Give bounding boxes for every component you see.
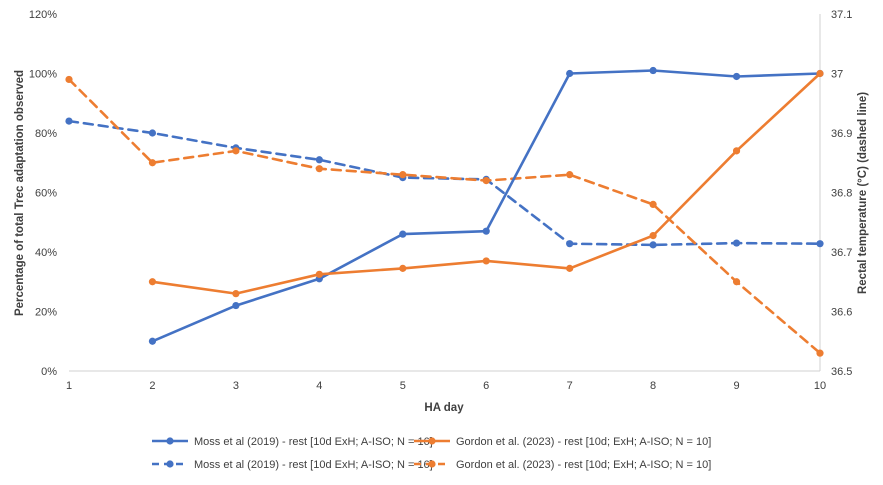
axes [69, 14, 821, 372]
x-tick-label: 4 [316, 380, 322, 392]
left-tick-label: 60% [35, 188, 57, 200]
x-tick-label: 7 [567, 380, 573, 392]
legend-swatch-marker [166, 460, 174, 468]
x-tick-label: 5 [400, 380, 406, 392]
legend-entry: Gordon et al. (2023) - rest [10d; ExH; A… [414, 436, 711, 448]
data-point [566, 240, 574, 248]
solid-series-1 [148, 69, 824, 298]
dashed-series-2 [65, 117, 824, 249]
data-point [65, 75, 73, 84]
data-point [732, 278, 741, 286]
x-tick-label: 2 [149, 380, 155, 392]
series-layer [65, 66, 824, 357]
data-point [816, 349, 824, 357]
x-axis-title: HA day [424, 402, 464, 414]
series-line [151, 69, 822, 343]
data-point [399, 230, 407, 238]
legend-entry: Moss et al (2019) - rest [10d ExH; A-ISO… [152, 459, 433, 471]
left-tick-label: 40% [35, 247, 57, 259]
legend-swatch-marker [428, 460, 436, 468]
series-line [67, 78, 822, 355]
legend-entry: Gordon et al. (2023) - rest [10d; ExH; A… [414, 459, 711, 471]
data-point [148, 278, 157, 286]
data-point [482, 257, 490, 265]
left-tick-label: 100% [29, 69, 57, 81]
data-point [315, 165, 323, 173]
right-axis-title: Rectal temperature (°C) (dashed line) [857, 92, 869, 294]
right-tick-label: 36.5 [831, 366, 852, 378]
data-point [315, 270, 323, 278]
right-tick-label: 36.6 [831, 307, 852, 319]
legend-label: Moss et al (2019) - rest [10d ExH; A-ISO… [194, 459, 433, 471]
data-point [566, 69, 574, 78]
right-tick-label: 37 [831, 69, 843, 81]
data-point [566, 264, 574, 272]
data-point [65, 117, 73, 125]
x-tick-label: 8 [650, 380, 656, 392]
left-tick-label: 80% [35, 128, 57, 140]
left-tick-label: 0% [41, 366, 57, 378]
right-tick-label: 36.9 [831, 128, 852, 140]
data-point [649, 66, 657, 75]
data-point [649, 200, 657, 208]
x-tick-label: 6 [483, 380, 489, 392]
data-point [232, 301, 240, 310]
data-point [649, 241, 657, 249]
legend-label: Gordon et al. (2023) - rest [10d; ExH; A… [456, 459, 711, 471]
data-point [399, 264, 407, 272]
data-point [232, 290, 240, 298]
data-point [732, 72, 741, 81]
right-axis-ticks: 36.5 36.6 36.7 36.8 36.9 37 37.1 [831, 9, 852, 378]
data-point [482, 227, 490, 235]
left-axis-ticks: 0% 20% 40% 60% 80% 100% 120% [29, 9, 57, 378]
data-point [315, 156, 323, 164]
series-line [67, 119, 822, 247]
data-point [482, 177, 490, 185]
data-point [566, 171, 574, 179]
data-point [148, 337, 157, 345]
data-point [732, 147, 741, 155]
x-axis-ticks: 1 2 3 4 5 6 7 8 9 10 [66, 380, 826, 392]
legend-swatch-marker [428, 437, 436, 445]
data-point [649, 232, 657, 240]
data-point [732, 239, 741, 247]
solid-series-0 [148, 66, 824, 345]
legend: Moss et al (2019) - rest [10d ExH; A-ISO… [152, 436, 711, 471]
right-tick-label: 36.7 [831, 247, 852, 259]
legend-label: Gordon et al. (2023) - rest [10d; ExH; A… [456, 436, 711, 448]
data-point [232, 147, 240, 155]
legend-entry: Moss et al (2019) - rest [10d ExH; A-ISO… [152, 436, 433, 448]
data-point [148, 159, 157, 167]
data-point [816, 69, 824, 78]
x-tick-label: 1 [66, 380, 72, 392]
legend-label: Moss et al (2019) - rest [10d ExH; A-ISO… [194, 436, 433, 448]
legend-swatch-marker [166, 437, 174, 445]
left-axis-title: Percentage of total Trec adaptation obse… [14, 70, 26, 316]
right-tick-label: 37.1 [831, 9, 852, 21]
x-tick-label: 10 [814, 380, 826, 392]
right-tick-label: 36.8 [831, 188, 852, 200]
x-tick-label: 3 [233, 380, 239, 392]
data-point [816, 240, 824, 248]
left-tick-label: 20% [35, 307, 57, 319]
data-point [148, 129, 157, 137]
left-tick-label: 120% [29, 9, 57, 21]
x-tick-label: 9 [733, 380, 739, 392]
data-point [399, 171, 407, 179]
dashed-series-3 [65, 75, 824, 357]
